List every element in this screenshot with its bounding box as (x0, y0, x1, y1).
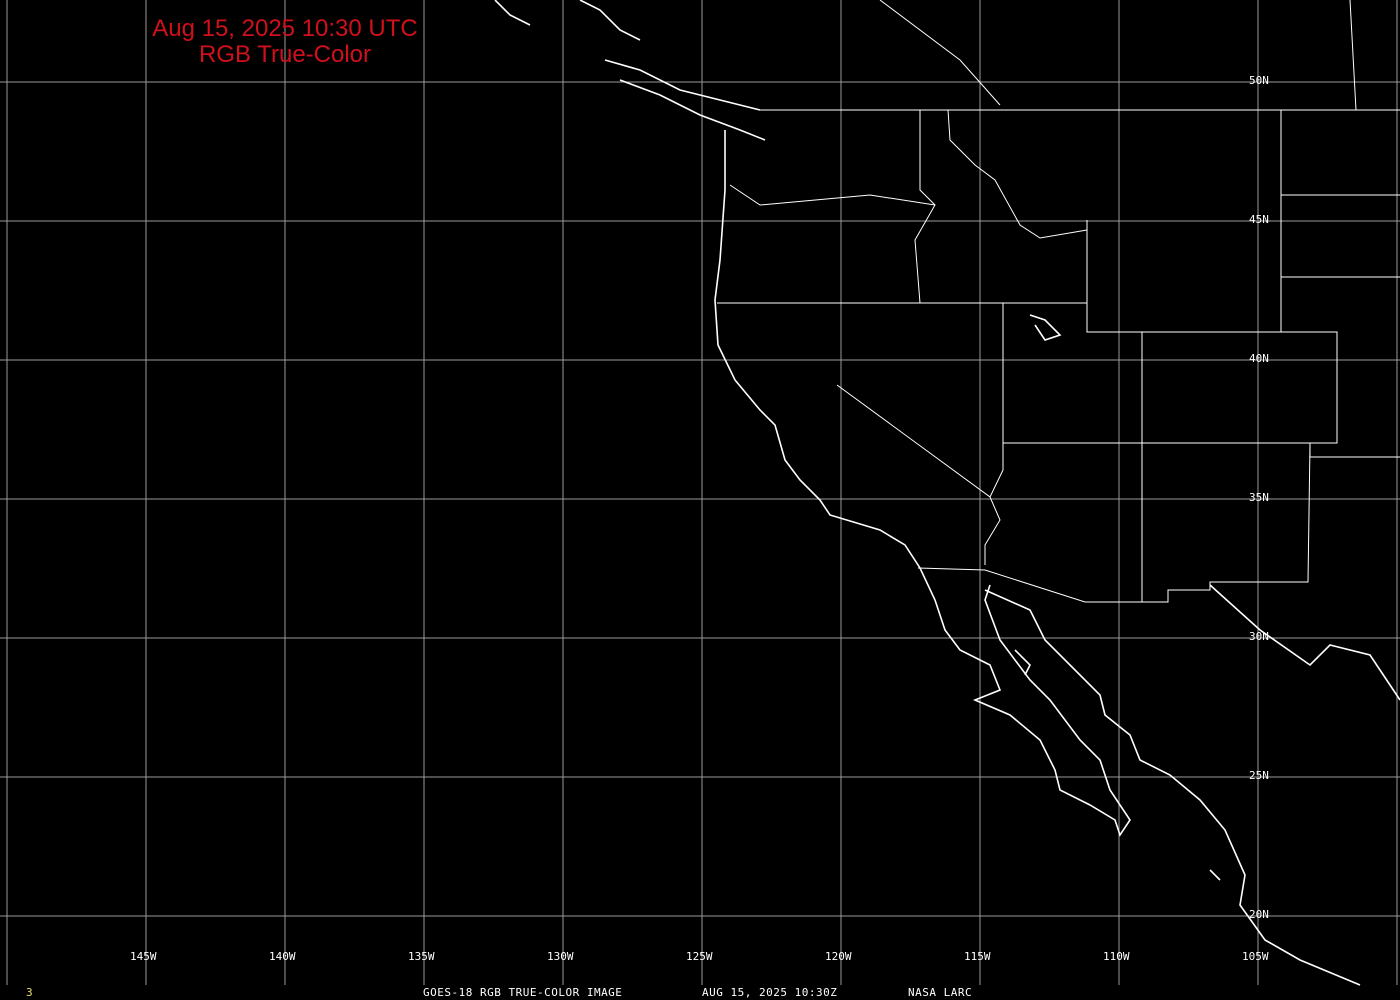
map-title-product: RGB True-Color (198, 41, 372, 68)
footer-source: NASA LARC (908, 986, 973, 999)
longitude-label: 110W (1103, 950, 1130, 963)
longitude-label: 125W (686, 950, 713, 963)
footer-caption: GOES-18 RGB TRUE-COLOR IMAGE (423, 986, 623, 999)
longitude-label: 105W (1242, 950, 1269, 963)
longitude-label: 145W (130, 950, 157, 963)
longitude-label: 140W (269, 950, 296, 963)
longitude-label: 120W (825, 950, 852, 963)
coastline (494, 0, 1400, 986)
latitude-label: 45N (1249, 213, 1269, 226)
longitude-label: 135W (408, 950, 435, 963)
footer-datetime: AUG 15, 2025 10:30Z (702, 986, 838, 999)
latitude-label: 30N (1249, 630, 1269, 643)
latitude-label: 35N (1249, 491, 1269, 504)
latitude-label: 20N (1249, 908, 1269, 921)
frame-number: 3 (26, 986, 34, 999)
map-title-datetime: Aug 15, 2025 10:30 UTC (152, 15, 418, 42)
longitude-label: 115W (964, 950, 991, 963)
state-borders (717, 0, 1400, 603)
latitude-label: 50N (1249, 74, 1269, 87)
latitude-label: 25N (1249, 769, 1269, 782)
longitude-label: 130W (547, 950, 574, 963)
latitude-label: 40N (1249, 352, 1269, 365)
